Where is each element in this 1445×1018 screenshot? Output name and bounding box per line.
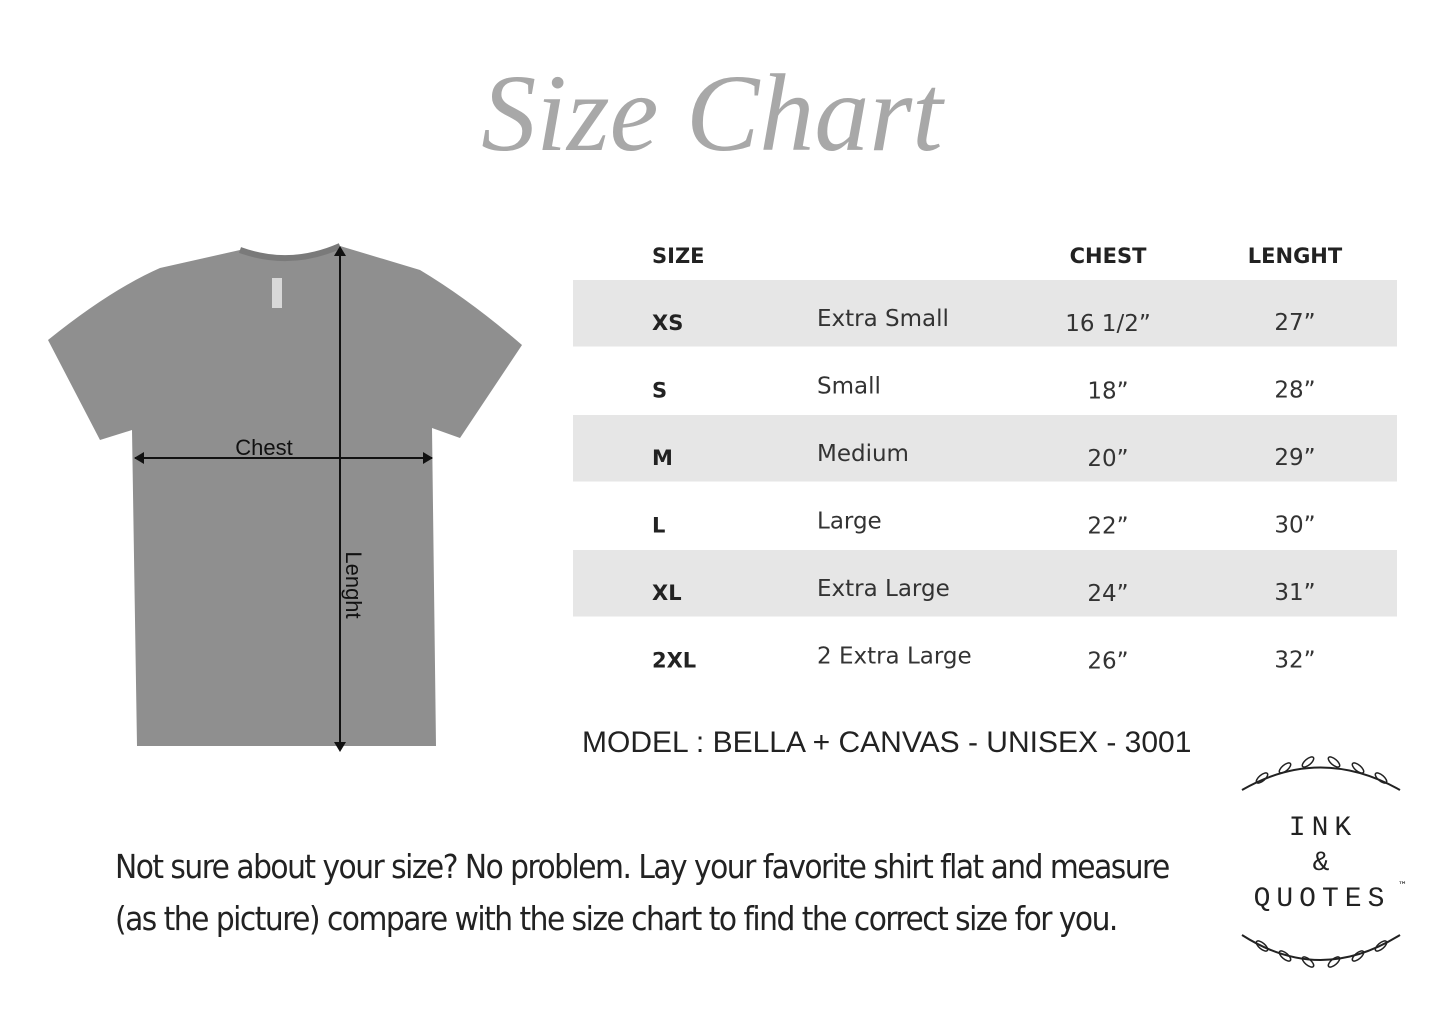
size-code: L [652,514,665,538]
size-name: Large [817,509,882,535]
logo-mark: ™ [1398,881,1407,891]
row-shade [573,550,1397,617]
size-code: 2XL [652,649,696,673]
chest-value: 24” [1087,581,1128,607]
size-name: Small [817,374,881,400]
logo: INK & QUOTES ™ [1241,756,1407,968]
size-code: S [652,379,667,403]
size-name: Medium [817,441,909,467]
size-name: Extra Small [817,306,949,332]
title: Size Chart [481,52,945,174]
model: MODEL : BELLA + CANVAS - UNISEX - 3001 [582,726,1191,759]
length-value: 30” [1274,513,1315,539]
row-shade [573,280,1397,347]
chest-value: 26” [1087,649,1128,675]
size-code: XS [652,311,683,335]
shirt: Chest Lenght [48,243,522,752]
note-line: Not sure about your size? No problem. La… [115,847,1169,886]
length-value: 31” [1274,580,1315,606]
length-value: 28” [1274,378,1315,404]
length-label: Lenght [341,551,366,618]
chest-value: 22” [1087,514,1128,540]
size-table: SIZE CHEST LENGHT XS Extra Small 16 1/2” 27… [573,244,1397,675]
chest-label: Chest [235,435,292,460]
header-size: SIZE [652,244,705,268]
logo-text: QUOTES [1254,884,1391,915]
size-name: 2 Extra Large [817,644,972,670]
size-code: XL [652,581,682,605]
size-code: M [652,446,673,470]
header-length: LENGHT [1248,244,1343,268]
length-value: 27” [1274,310,1315,336]
chest-value: 20” [1087,446,1128,472]
chest-value: 16 1/2” [1065,311,1151,337]
note-line: (as the picture) compare with the size c… [115,899,1117,938]
shirt-shape [48,246,522,746]
length-value: 29” [1274,445,1315,471]
shirt-tag [272,278,282,308]
header-chest: CHEST [1070,244,1147,268]
size-name: Extra Large [817,576,950,602]
logo-text: & [1313,848,1330,879]
logo-text: INK [1289,813,1357,844]
chest-value: 18” [1087,379,1128,405]
length-value: 32” [1274,648,1315,674]
row-shade [573,415,1397,482]
